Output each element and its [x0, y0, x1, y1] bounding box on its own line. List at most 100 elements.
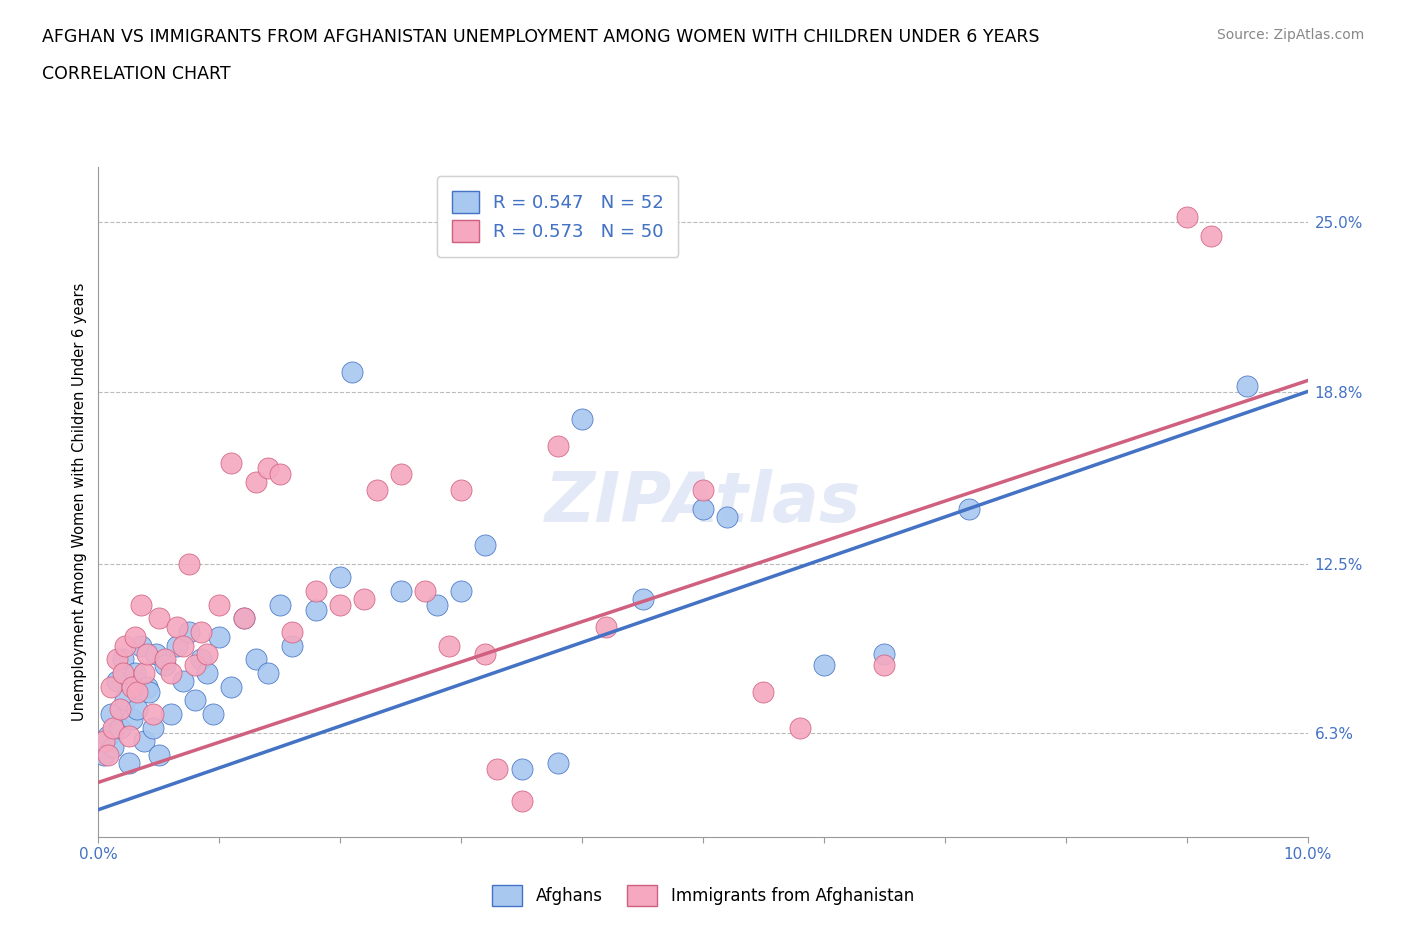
Point	[172, 673, 194, 688]
Point	[281, 638, 304, 653]
Point	[105, 673, 128, 688]
Point	[692, 483, 714, 498]
Point	[232, 611, 254, 626]
Point	[93, 734, 115, 749]
Point	[510, 762, 533, 777]
Point	[179, 625, 201, 640]
Point	[789, 720, 811, 735]
Point	[135, 646, 157, 661]
Point	[221, 455, 243, 470]
Text: AFGHAN VS IMMIGRANTS FROM AFGHANISTAN UNEMPLOYMENT AMONG WOMEN WITH CHILDREN UND: AFGHAN VS IMMIGRANTS FROM AFGHANISTAN UN…	[42, 28, 1039, 46]
Point	[256, 460, 278, 475]
Point	[160, 707, 183, 722]
Point	[547, 439, 569, 454]
Point	[813, 658, 835, 672]
Point	[118, 728, 141, 743]
Point	[202, 707, 225, 722]
Point	[100, 707, 122, 722]
Legend: Afghans, Immigrants from Afghanistan: Afghans, Immigrants from Afghanistan	[485, 879, 921, 912]
Point	[571, 411, 593, 426]
Legend: R = 0.547   N = 52, R = 0.573   N = 50: R = 0.547 N = 52, R = 0.573 N = 50	[437, 177, 679, 257]
Point	[269, 597, 291, 612]
Point	[111, 666, 134, 681]
Point	[631, 591, 654, 606]
Point	[329, 570, 352, 585]
Point	[195, 646, 218, 661]
Point	[486, 762, 509, 777]
Point	[127, 701, 149, 716]
Point	[873, 658, 896, 672]
Point	[153, 652, 176, 667]
Point	[190, 652, 212, 667]
Point	[232, 611, 254, 626]
Point	[208, 630, 231, 644]
Point	[148, 748, 170, 763]
Point	[305, 584, 328, 599]
Point	[172, 638, 194, 653]
Point	[1175, 209, 1198, 224]
Point	[353, 591, 375, 606]
Point	[111, 652, 134, 667]
Point	[108, 701, 131, 716]
Point	[166, 638, 188, 653]
Point	[142, 720, 165, 735]
Point	[184, 658, 207, 672]
Point	[114, 638, 136, 653]
Point	[148, 611, 170, 626]
Point	[389, 466, 412, 481]
Point	[389, 584, 412, 599]
Point	[1199, 228, 1222, 243]
Point	[245, 652, 267, 667]
Point	[752, 684, 775, 699]
Point	[595, 619, 617, 634]
Point	[957, 501, 980, 516]
Point	[256, 666, 278, 681]
Point	[873, 646, 896, 661]
Point	[195, 666, 218, 681]
Point	[474, 538, 496, 552]
Point	[190, 625, 212, 640]
Point	[135, 679, 157, 694]
Point	[101, 739, 124, 754]
Point	[342, 365, 364, 379]
Point	[208, 597, 231, 612]
Point	[366, 483, 388, 498]
Point	[97, 748, 120, 763]
Point	[184, 693, 207, 708]
Point	[101, 720, 124, 735]
Point	[1236, 379, 1258, 393]
Point	[108, 720, 131, 735]
Point	[138, 684, 160, 699]
Point	[134, 666, 156, 681]
Y-axis label: Unemployment Among Women with Children Under 6 years: Unemployment Among Women with Children U…	[72, 283, 87, 722]
Point	[281, 625, 304, 640]
Point	[510, 794, 533, 809]
Text: Source: ZipAtlas.com: Source: ZipAtlas.com	[1216, 28, 1364, 42]
Point	[413, 584, 436, 599]
Point	[437, 638, 460, 653]
Point	[124, 630, 146, 644]
Point	[166, 619, 188, 634]
Point	[160, 666, 183, 681]
Point	[245, 474, 267, 489]
Point	[269, 466, 291, 481]
Point	[118, 756, 141, 771]
Point	[129, 638, 152, 653]
Point	[100, 679, 122, 694]
Text: CORRELATION CHART: CORRELATION CHART	[42, 65, 231, 83]
Point	[121, 712, 143, 727]
Point	[716, 510, 738, 525]
Point	[329, 597, 352, 612]
Point	[450, 584, 472, 599]
Text: ZIPAtlas: ZIPAtlas	[546, 469, 860, 536]
Point	[145, 646, 167, 661]
Point	[97, 728, 120, 743]
Point	[179, 556, 201, 571]
Point	[124, 666, 146, 681]
Point	[142, 707, 165, 722]
Point	[121, 679, 143, 694]
Point	[474, 646, 496, 661]
Point	[129, 597, 152, 612]
Point	[93, 748, 115, 763]
Point	[127, 684, 149, 699]
